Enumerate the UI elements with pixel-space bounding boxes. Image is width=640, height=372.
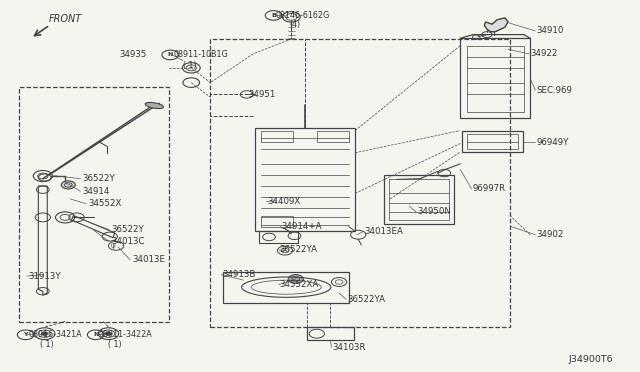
Text: 96997R: 96997R — [473, 185, 506, 193]
Ellipse shape — [145, 102, 163, 109]
Text: Y: Y — [23, 332, 28, 337]
Text: 36522Y: 36522Y — [111, 225, 144, 234]
Text: 34950N: 34950N — [417, 207, 451, 217]
Text: 34013E: 34013E — [132, 255, 165, 264]
Bar — [317, 131, 349, 142]
Text: 34013C: 34013C — [111, 237, 145, 246]
Bar — [261, 131, 293, 142]
Bar — [384, 175, 454, 224]
Bar — [261, 215, 293, 227]
Bar — [255, 128, 355, 231]
Text: 34914: 34914 — [83, 187, 109, 196]
Text: 34922: 34922 — [531, 49, 557, 58]
Bar — [211, 39, 510, 327]
Text: 34913B: 34913B — [223, 270, 256, 279]
Circle shape — [61, 181, 76, 189]
Text: 08146-6162G: 08146-6162G — [275, 11, 330, 20]
Text: 34910: 34910 — [537, 26, 564, 35]
Text: ( 1): ( 1) — [183, 61, 196, 70]
Text: ( 1): ( 1) — [40, 340, 53, 349]
Text: 08916-3421A: 08916-3421A — [28, 330, 82, 339]
Text: 96949Y: 96949Y — [537, 138, 569, 147]
Text: 34552X: 34552X — [88, 199, 122, 208]
Text: 34552XA: 34552XA — [280, 280, 319, 289]
Bar — [307, 327, 354, 340]
Bar — [223, 272, 349, 303]
Polygon shape — [484, 18, 508, 32]
Text: B: B — [271, 13, 276, 18]
Text: N: N — [168, 52, 173, 57]
Bar — [389, 179, 449, 220]
Bar — [19, 87, 169, 321]
Circle shape — [105, 332, 111, 336]
Text: J34900T6: J34900T6 — [568, 355, 613, 364]
Text: 34914+A: 34914+A — [282, 222, 323, 231]
Text: N: N — [93, 332, 99, 337]
Text: 34409X: 34409X — [268, 197, 301, 206]
Bar — [460, 38, 531, 118]
Text: 08911-3422A: 08911-3422A — [99, 330, 152, 339]
Text: FRONT: FRONT — [49, 13, 83, 23]
Text: 34951: 34951 — [248, 90, 276, 99]
Text: ( 1): ( 1) — [108, 340, 122, 349]
Text: 34902: 34902 — [537, 230, 564, 239]
Text: ψ: ψ — [111, 243, 115, 249]
Text: 08911-10B1G: 08911-10B1G — [173, 51, 228, 60]
Bar — [467, 134, 518, 149]
Bar — [462, 131, 523, 152]
Text: (4): (4) — [289, 20, 301, 29]
Bar — [467, 46, 524, 112]
Text: 36522YA: 36522YA — [348, 295, 385, 304]
Text: 36522YA: 36522YA — [280, 246, 318, 254]
Text: 34013EA: 34013EA — [365, 227, 403, 236]
Circle shape — [42, 332, 48, 336]
Text: 31913Y: 31913Y — [28, 272, 61, 280]
Text: 36522Y: 36522Y — [83, 174, 115, 183]
Bar — [259, 231, 298, 243]
Circle shape — [288, 275, 303, 283]
Text: 34103R: 34103R — [333, 343, 366, 352]
Text: SEC.969: SEC.969 — [537, 86, 573, 94]
Text: 34935: 34935 — [119, 51, 147, 60]
